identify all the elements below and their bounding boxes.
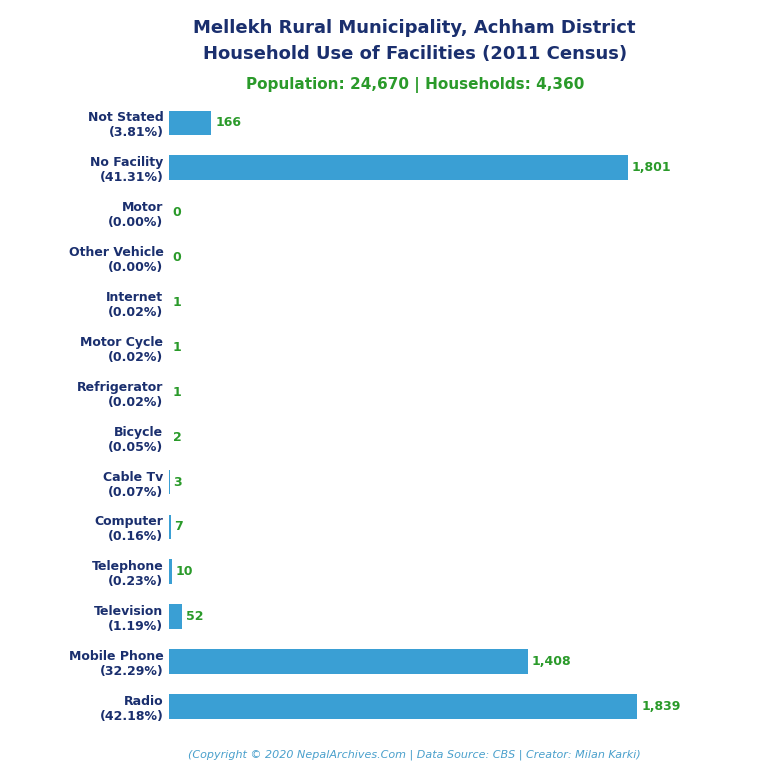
Text: 0: 0 [172, 207, 180, 219]
Text: Household Use of Facilities (2011 Census): Household Use of Facilities (2011 Census… [203, 45, 627, 62]
Bar [169, 604, 182, 629]
Text: 2: 2 [174, 431, 182, 444]
Bar [169, 515, 170, 539]
Text: 10: 10 [175, 565, 193, 578]
Bar [169, 111, 211, 135]
Text: 1: 1 [173, 296, 182, 309]
Bar [169, 694, 637, 719]
Text: 1: 1 [173, 341, 182, 354]
Bar [169, 649, 528, 674]
Text: 7: 7 [174, 521, 184, 534]
Text: 3: 3 [174, 475, 182, 488]
Text: 166: 166 [215, 117, 241, 130]
Text: 1: 1 [173, 386, 182, 399]
Text: 0: 0 [172, 251, 180, 264]
Text: Population: 24,670 | Households: 4,360: Population: 24,670 | Households: 4,360 [246, 77, 584, 93]
Text: 52: 52 [186, 611, 204, 623]
Text: 1,801: 1,801 [631, 161, 671, 174]
Text: 1,839: 1,839 [641, 700, 680, 713]
Text: Mellekh Rural Municipality, Achham District: Mellekh Rural Municipality, Achham Distr… [194, 19, 636, 37]
Text: (Copyright © 2020 NepalArchives.Com | Data Source: CBS | Creator: Milan Karki): (Copyright © 2020 NepalArchives.Com | Da… [188, 750, 641, 760]
Bar [169, 560, 171, 584]
Bar [169, 155, 627, 180]
Text: 1,408: 1,408 [531, 655, 571, 668]
